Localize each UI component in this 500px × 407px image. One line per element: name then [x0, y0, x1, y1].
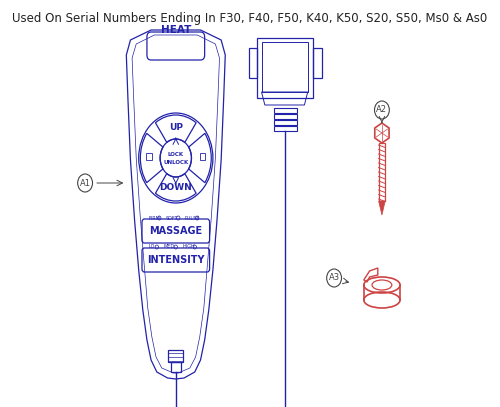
Bar — [274, 108, 297, 113]
Text: LOCK: LOCK — [168, 153, 184, 158]
Bar — [274, 120, 297, 125]
Circle shape — [78, 174, 92, 192]
Bar — [249, 48, 258, 78]
Circle shape — [374, 101, 390, 119]
Text: MED: MED — [164, 245, 174, 249]
Bar — [274, 114, 297, 119]
Bar — [314, 48, 322, 78]
Text: DOWN: DOWN — [160, 184, 192, 193]
Text: MASSAGE: MASSAGE — [149, 226, 203, 236]
Bar — [168, 350, 183, 362]
Circle shape — [326, 269, 342, 287]
Bar — [256, 38, 312, 98]
Text: HIGH: HIGH — [182, 245, 195, 249]
Text: A3: A3 — [328, 274, 340, 282]
Text: HEAT: HEAT — [160, 25, 191, 35]
Text: FIRM: FIRM — [148, 215, 160, 221]
Text: INTENSITY: INTENSITY — [147, 255, 204, 265]
Text: SOFT: SOFT — [166, 215, 178, 221]
Bar — [262, 42, 308, 92]
Bar — [378, 143, 385, 201]
Text: A2: A2 — [376, 105, 388, 114]
Bar — [274, 126, 297, 131]
Bar — [171, 362, 180, 372]
Text: UP: UP — [169, 123, 183, 133]
Text: A1: A1 — [80, 179, 90, 188]
Text: PULSE: PULSE — [184, 215, 200, 221]
Text: UNLOCK: UNLOCK — [163, 160, 188, 164]
Polygon shape — [378, 201, 385, 215]
Bar — [200, 153, 205, 160]
Text: LO: LO — [148, 245, 155, 249]
Text: Used On Serial Numbers Ending In F30, F40, F50, K40, K50, S20, S50, Ms0 & As0: Used On Serial Numbers Ending In F30, F4… — [12, 12, 488, 25]
Bar — [146, 153, 152, 160]
